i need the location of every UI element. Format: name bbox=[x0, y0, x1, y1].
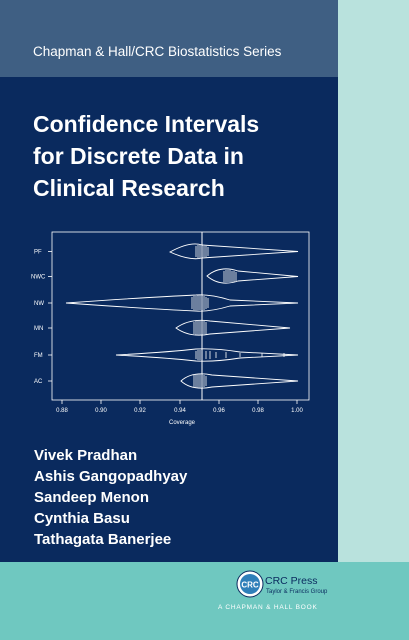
x-tick-label: 0.96 bbox=[213, 408, 225, 414]
author-name: Ashis Gangopadhyay bbox=[34, 468, 188, 485]
violin-nwc bbox=[206, 268, 299, 284]
category-label-mn: MN bbox=[34, 326, 43, 332]
category-label-fm: FM bbox=[34, 353, 43, 359]
author-name: Vivek Pradhan bbox=[34, 447, 138, 464]
ticks-mn bbox=[193, 321, 207, 335]
violin-mn bbox=[175, 319, 291, 336]
coverage-plot: PF NWC NW MN FM AC 0.88 0.90 0.92 0.94 0… bbox=[31, 231, 310, 426]
violin-nw bbox=[65, 294, 299, 312]
x-tick-label: 0.88 bbox=[56, 408, 68, 414]
x-tick-label: 0.90 bbox=[95, 408, 107, 414]
publisher-band bbox=[0, 562, 409, 640]
publisher-imprint: A CHAPMAN & HALL BOOK bbox=[218, 604, 318, 611]
svg-text:CRC: CRC bbox=[241, 581, 259, 590]
category-label-nw: NW bbox=[34, 301, 44, 307]
violin-pf bbox=[168, 243, 299, 260]
x-tick-label: 1.00 bbox=[291, 408, 303, 414]
violin-ac bbox=[180, 373, 299, 389]
plot-frame bbox=[51, 231, 310, 401]
ticks-ac bbox=[193, 374, 207, 388]
cover-background bbox=[0, 0, 338, 640]
author-name: Tathagata Banerjee bbox=[34, 531, 172, 548]
ticks-pf bbox=[195, 245, 209, 258]
ticks-nw bbox=[191, 295, 209, 310]
book-title-line-1: Confidence Intervals bbox=[33, 111, 260, 137]
category-label-pf: PF bbox=[34, 250, 42, 256]
x-axis-label: Coverage bbox=[169, 420, 196, 426]
series-band bbox=[0, 0, 338, 77]
category-label-ac: AC bbox=[34, 379, 43, 385]
category-label-nwc: NWC bbox=[31, 275, 46, 281]
ticks-fm bbox=[195, 350, 285, 360]
x-tick-label: 0.92 bbox=[134, 408, 146, 414]
author-name: Sandeep Menon bbox=[34, 489, 150, 506]
ticks-nwc bbox=[223, 270, 237, 282]
x-tick-label: 0.98 bbox=[252, 408, 264, 414]
book-title-line-3: Clinical Research bbox=[33, 175, 225, 201]
violin-fm bbox=[115, 348, 299, 362]
x-tick-label: 0.94 bbox=[174, 408, 186, 414]
publisher-subtitle: Taylor & Francis Group bbox=[266, 589, 328, 595]
series-title: Chapman & Hall/CRC Biostatistics Series bbox=[33, 44, 282, 59]
right-color-strip bbox=[338, 0, 409, 640]
crc-logo-icon: CRC bbox=[236, 570, 264, 598]
publisher-name: CRC Press bbox=[265, 575, 318, 587]
author-name: Cynthia Basu bbox=[34, 510, 130, 527]
book-title-line-2: for Discrete Data in bbox=[33, 143, 244, 169]
